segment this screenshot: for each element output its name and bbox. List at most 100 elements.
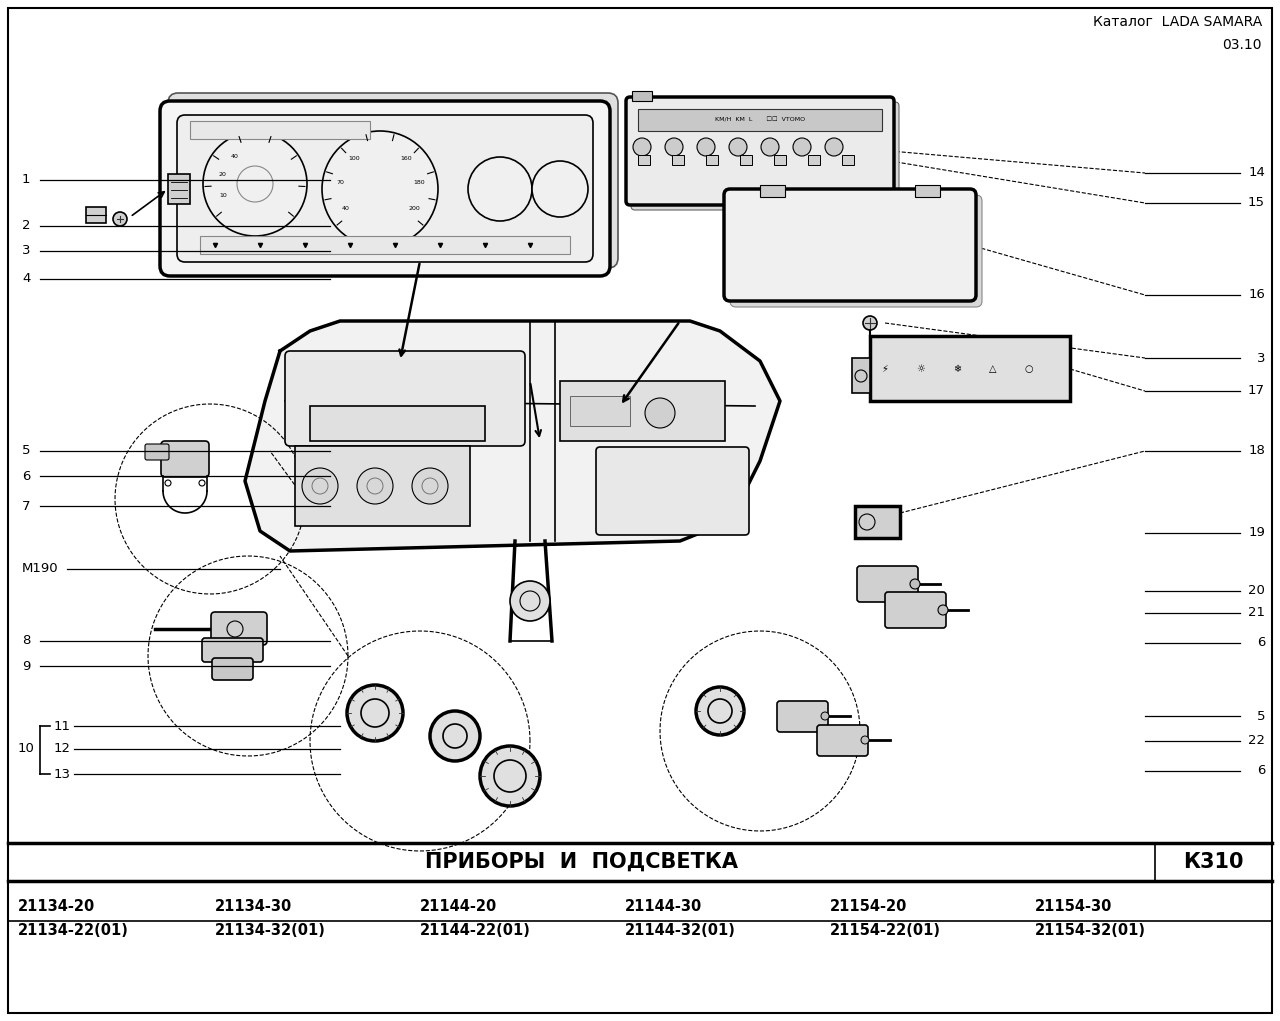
FancyBboxPatch shape bbox=[145, 444, 169, 460]
Text: 19: 19 bbox=[1248, 527, 1265, 539]
Bar bbox=[774, 155, 786, 165]
Circle shape bbox=[430, 711, 480, 761]
Text: 10: 10 bbox=[17, 742, 35, 756]
FancyBboxPatch shape bbox=[596, 447, 749, 535]
Text: 18: 18 bbox=[1248, 444, 1265, 457]
Circle shape bbox=[938, 605, 948, 615]
Text: 70: 70 bbox=[337, 180, 344, 185]
Text: ПРИБОРЫ  И  ПОДСВЕТКА: ПРИБОРЫ И ПОДСВЕТКА bbox=[425, 852, 739, 872]
Text: 12: 12 bbox=[54, 742, 70, 756]
Text: 8: 8 bbox=[22, 634, 31, 647]
Circle shape bbox=[468, 157, 532, 221]
Text: △: △ bbox=[989, 364, 997, 374]
Bar bbox=[672, 155, 684, 165]
Bar bbox=[852, 358, 870, 393]
Text: 21134-20: 21134-20 bbox=[18, 900, 95, 914]
Bar bbox=[637, 109, 882, 131]
Text: 20: 20 bbox=[219, 172, 227, 177]
FancyBboxPatch shape bbox=[177, 115, 593, 262]
Circle shape bbox=[113, 212, 127, 226]
Text: 9: 9 bbox=[22, 660, 31, 673]
Text: 5: 5 bbox=[22, 444, 31, 457]
Bar bbox=[870, 336, 1070, 401]
Text: 21144-32(01): 21144-32(01) bbox=[625, 923, 736, 938]
Bar bbox=[808, 155, 820, 165]
Text: 21154-22(01): 21154-22(01) bbox=[829, 923, 941, 938]
Circle shape bbox=[347, 685, 403, 741]
FancyBboxPatch shape bbox=[168, 93, 618, 268]
Text: 40: 40 bbox=[342, 206, 349, 211]
Circle shape bbox=[762, 138, 780, 156]
Text: 5: 5 bbox=[1257, 710, 1265, 723]
Text: KM/H  KM  L       ☐☐  VTOMO: KM/H KM L ☐☐ VTOMO bbox=[716, 117, 805, 123]
Text: ☼: ☼ bbox=[916, 364, 925, 374]
Text: 21134-30: 21134-30 bbox=[215, 900, 292, 914]
FancyBboxPatch shape bbox=[884, 592, 946, 628]
FancyBboxPatch shape bbox=[730, 195, 982, 307]
Circle shape bbox=[204, 132, 307, 236]
Text: 6: 6 bbox=[22, 470, 31, 483]
FancyBboxPatch shape bbox=[817, 725, 868, 756]
Bar bbox=[915, 185, 940, 197]
Text: 40: 40 bbox=[230, 154, 238, 159]
Circle shape bbox=[794, 138, 812, 156]
Bar bbox=[570, 396, 630, 426]
Text: 6: 6 bbox=[1257, 765, 1265, 778]
Text: 10: 10 bbox=[219, 193, 227, 198]
Text: 7: 7 bbox=[22, 499, 31, 513]
Text: ○: ○ bbox=[1025, 364, 1033, 374]
Text: 22: 22 bbox=[1248, 734, 1265, 747]
Circle shape bbox=[509, 581, 550, 621]
Text: 13: 13 bbox=[54, 768, 70, 780]
Circle shape bbox=[696, 687, 744, 735]
Circle shape bbox=[645, 398, 675, 428]
Text: 21134-32(01): 21134-32(01) bbox=[215, 923, 326, 938]
Circle shape bbox=[412, 468, 448, 504]
Text: 6: 6 bbox=[1257, 636, 1265, 649]
Text: 21144-20: 21144-20 bbox=[420, 900, 497, 914]
FancyBboxPatch shape bbox=[202, 638, 262, 662]
FancyBboxPatch shape bbox=[777, 701, 828, 732]
Circle shape bbox=[730, 138, 748, 156]
Circle shape bbox=[861, 736, 869, 744]
FancyBboxPatch shape bbox=[626, 97, 893, 205]
Polygon shape bbox=[244, 321, 780, 551]
Text: 16: 16 bbox=[1248, 289, 1265, 301]
Bar bbox=[86, 207, 106, 223]
Text: 21134-22(01): 21134-22(01) bbox=[18, 923, 129, 938]
Circle shape bbox=[698, 138, 716, 156]
Text: 15: 15 bbox=[1248, 196, 1265, 209]
Bar bbox=[168, 174, 189, 204]
Text: 21154-20: 21154-20 bbox=[829, 900, 908, 914]
FancyBboxPatch shape bbox=[724, 189, 977, 301]
Text: 20: 20 bbox=[1248, 584, 1265, 597]
Text: 3: 3 bbox=[1257, 351, 1265, 364]
FancyBboxPatch shape bbox=[858, 566, 918, 602]
Circle shape bbox=[302, 468, 338, 504]
Circle shape bbox=[480, 746, 540, 806]
Text: 21144-30: 21144-30 bbox=[625, 900, 703, 914]
Bar bbox=[561, 381, 724, 441]
Bar bbox=[637, 155, 650, 165]
FancyBboxPatch shape bbox=[161, 441, 209, 477]
Circle shape bbox=[357, 468, 393, 504]
Bar bbox=[200, 236, 570, 254]
Bar bbox=[760, 185, 785, 197]
Text: 4: 4 bbox=[22, 273, 31, 286]
Text: 21154-32(01): 21154-32(01) bbox=[1036, 923, 1146, 938]
FancyBboxPatch shape bbox=[212, 658, 253, 680]
Text: 160: 160 bbox=[399, 156, 412, 161]
Circle shape bbox=[826, 138, 844, 156]
Text: Каталог  LADA SAMARA: Каталог LADA SAMARA bbox=[1093, 15, 1262, 29]
Bar bbox=[294, 446, 470, 526]
Text: К310: К310 bbox=[1183, 852, 1244, 872]
Text: 100: 100 bbox=[348, 156, 360, 161]
Circle shape bbox=[634, 138, 652, 156]
Text: 1: 1 bbox=[22, 174, 31, 187]
Text: 14: 14 bbox=[1248, 166, 1265, 180]
Circle shape bbox=[910, 579, 920, 589]
Circle shape bbox=[666, 138, 684, 156]
Text: 21154-30: 21154-30 bbox=[1036, 900, 1112, 914]
Bar bbox=[310, 406, 485, 441]
FancyBboxPatch shape bbox=[631, 102, 899, 210]
